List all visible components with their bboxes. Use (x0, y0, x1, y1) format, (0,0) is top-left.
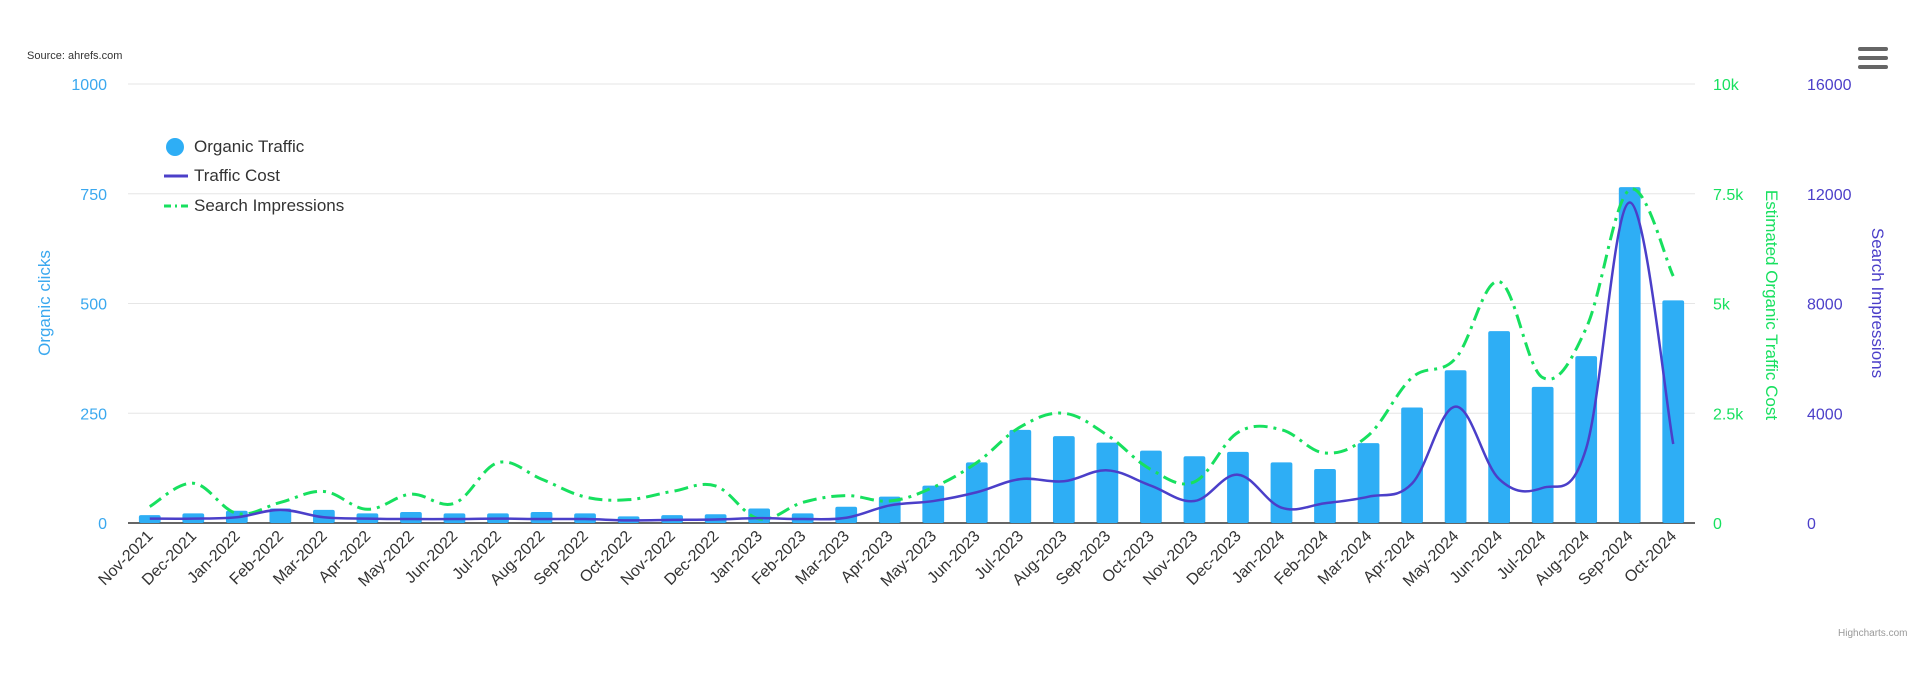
y-left-tick-label: 1000 (71, 77, 107, 94)
organic-traffic-bar (1401, 407, 1423, 523)
organic-traffic-bar (878, 496, 901, 523)
organic-traffic-bar (400, 512, 422, 523)
y-right-2-axis-title: Search Impressions (1868, 228, 1887, 378)
organic-traffic-bar (1618, 187, 1641, 524)
organic-traffic-bar (530, 512, 553, 523)
legend-item-label[interactable]: Search Impressions (194, 196, 344, 215)
source-label: Source: ahrefs.com (27, 50, 123, 62)
y-left-tick-label: 250 (80, 406, 107, 423)
y-right-1-tick-label: 7.5k (1713, 187, 1744, 204)
search-impressions-line (148, 187, 1675, 521)
organic-traffic-bar (1183, 456, 1206, 523)
y-right-1-tick-label: 2.5k (1713, 406, 1744, 423)
legend-item-label[interactable]: Traffic Cost (194, 166, 280, 185)
y-left-tick-label: 500 (80, 297, 107, 314)
y-left-axis-title: Organic clicks (35, 250, 54, 356)
organic-traffic-bar (1531, 386, 1554, 523)
y-right-1-tick-label: 10k (1713, 77, 1740, 94)
y-right-2-tick-label: 16000 (1807, 77, 1852, 94)
legend-item-label[interactable]: Organic Traffic (194, 137, 305, 156)
organic-traffic-bar (1096, 442, 1119, 523)
organic-traffic-bar (1444, 370, 1467, 523)
y-left-tick-label: 750 (80, 187, 107, 204)
y-right-2-tick-label: 12000 (1807, 187, 1852, 204)
organic-traffic-bar (1575, 356, 1598, 523)
organic-traffic-bar (1662, 300, 1685, 523)
organic-traffic-bar (1227, 451, 1249, 523)
y-right-1-tick-label: 5k (1713, 297, 1731, 314)
organic-traffic-bar (1052, 436, 1075, 523)
organic-traffic-bar (269, 508, 292, 523)
line-layer (148, 187, 1675, 522)
traffic-cost-line (149, 201, 1675, 522)
hamburger-menu-icon[interactable] (1858, 47, 1888, 73)
legend-organic-traffic-symbol (166, 138, 184, 156)
y-right-1-tick-label: 0 (1713, 516, 1722, 533)
y-right-2-tick-label: 0 (1807, 516, 1816, 533)
legend-layer: Organic Traffic Traffic Cost Search Impres… (164, 137, 344, 215)
organic-traffic-bar (1314, 469, 1336, 523)
y-right-2-tick-label: 4000 (1807, 406, 1843, 423)
organic-traffic-bar (1270, 462, 1293, 523)
credits-label[interactable]: Highcharts.com (1838, 628, 1908, 639)
y-left-tick-label: 0 (98, 516, 107, 533)
bar-layer (138, 187, 1685, 524)
organic-traffic-bar (1357, 443, 1380, 523)
y-right-1-axis-title: Estimated Organic Traffic Cost (1762, 190, 1781, 420)
organic-traffic-bar (1009, 429, 1032, 523)
axis-layer: Nov-2021Dec-2021Jan-2022Feb-2022Mar-2022… (35, 77, 1887, 590)
organic-traffic-bar (1488, 331, 1511, 523)
grid-layer (128, 83, 1695, 524)
y-right-2-tick-label: 8000 (1807, 297, 1843, 314)
organic-traffic-bar (922, 485, 945, 523)
